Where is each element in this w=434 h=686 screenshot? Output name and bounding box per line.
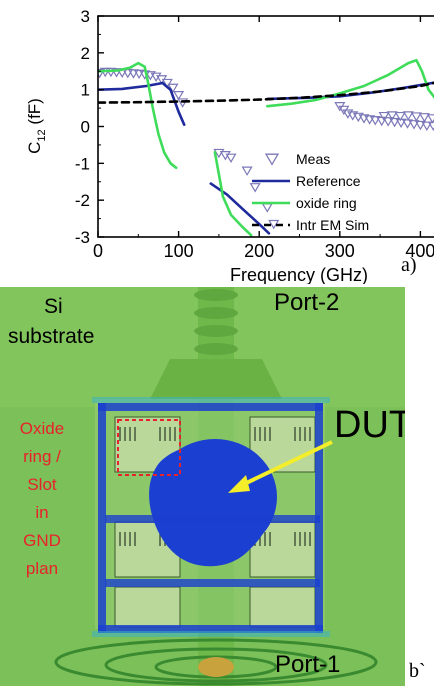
- x-tick-label: 300: [325, 241, 355, 261]
- y-axis-label: C12 (fF): [25, 98, 48, 154]
- meas-point: [378, 111, 390, 122]
- y-tick-label: -1: [75, 154, 90, 173]
- y-tick-label: -2: [75, 191, 90, 210]
- port-1-core: [198, 657, 234, 677]
- meas-point: [225, 153, 237, 164]
- meas-point: [414, 120, 426, 131]
- y-tick-label: 1: [81, 81, 90, 100]
- meas-point: [421, 121, 433, 131]
- meas-point: [127, 69, 140, 79]
- x-tick-label: 0: [93, 241, 103, 261]
- capacitance-chart: 01002003004005003210-1-2-3 Frequency (GH…: [25, 7, 434, 284]
- meas-point: [268, 219, 280, 230]
- meas-point: [105, 67, 117, 78]
- meas-point: [418, 113, 430, 123]
- x-tick-label: 400: [405, 241, 434, 261]
- meas-point: [369, 116, 381, 126]
- chart-legend: Meas Reference oxide ring Intr EM Sim: [252, 151, 369, 233]
- meas-point: [249, 183, 261, 193]
- y-tick-label: -3: [75, 228, 90, 247]
- dut-arrow-head: [228, 475, 250, 493]
- meas-point: [342, 109, 354, 119]
- reference-line: [98, 81, 186, 126]
- em-simulation-image: Si substrate Port-2 DUT Port-1 Oxide rin…: [0, 287, 405, 686]
- x-axis-label: Frequency (GHz): [230, 265, 368, 284]
- meas-point: [133, 69, 145, 80]
- dut-metal-halo: [92, 397, 330, 637]
- meas-point: [376, 116, 388, 127]
- meas-point: [177, 98, 189, 108]
- meas-point: [401, 119, 414, 129]
- oxide-label-line-1: Oxide: [19, 419, 65, 438]
- panel-label-a: a): [401, 254, 417, 276]
- oxide-ring-line: [98, 61, 178, 170]
- oxide-label-line-2: ring /: [23, 447, 61, 466]
- legend-swatch-meas: [264, 153, 280, 166]
- meas-point: [173, 90, 185, 101]
- meas-point: [408, 120, 420, 130]
- oxide-ring-box: [117, 419, 181, 476]
- meas-point: [241, 166, 253, 176]
- panel-label-b: b`: [409, 660, 426, 682]
- port-2-label: Port-2: [274, 289, 340, 316]
- meas-point: [161, 78, 173, 89]
- oxide-ring-line: [213, 151, 253, 237]
- legend-label-meas: Meas: [296, 151, 330, 167]
- legend-label-reference: Reference: [296, 173, 361, 189]
- si-label-line2: substrate: [8, 325, 95, 348]
- dut-arrow: [237, 440, 333, 489]
- x-tick-label: 100: [164, 241, 194, 261]
- oxide-label-line-4: in: [35, 503, 49, 522]
- meas-point: [98, 68, 106, 79]
- meas-point: [261, 203, 273, 213]
- meas-point: [382, 117, 394, 127]
- meas-point: [110, 68, 123, 78]
- meas-point: [394, 111, 406, 122]
- meas-point: [410, 112, 422, 122]
- meas-point: [402, 111, 414, 121]
- meas-point: [389, 117, 401, 128]
- port-2-taper: [150, 359, 282, 399]
- port-1-label: Port-1: [275, 651, 341, 678]
- oxide-label-line-5: GND: [23, 531, 61, 550]
- meas-point: [167, 83, 179, 94]
- dut-label: DUT: [334, 404, 405, 446]
- y-tick-label: 0: [81, 118, 90, 137]
- em-simulation-render: [0, 287, 405, 686]
- y-axis-label-unit: (fF): [25, 98, 44, 129]
- meas-point: [426, 114, 434, 124]
- oxide-label-line-6: plan: [25, 559, 59, 578]
- legend-label-intr-em-sim: Intr EM Sim: [296, 217, 369, 233]
- y-tick-label: 3: [81, 7, 90, 26]
- x-tick-label: 200: [244, 241, 274, 261]
- meas-point: [364, 115, 376, 125]
- meas-point: [386, 111, 398, 121]
- pad-fingers: [119, 427, 311, 546]
- legend-label-oxide-ring: oxide ring: [296, 195, 357, 211]
- y-tick-label: 2: [81, 44, 90, 63]
- y-axis-label-main: C: [25, 142, 44, 154]
- si-label-line1: Si: [44, 295, 63, 318]
- y-axis-label-sub: 12: [36, 129, 48, 141]
- oxide-label-line-3: Slot: [27, 475, 57, 494]
